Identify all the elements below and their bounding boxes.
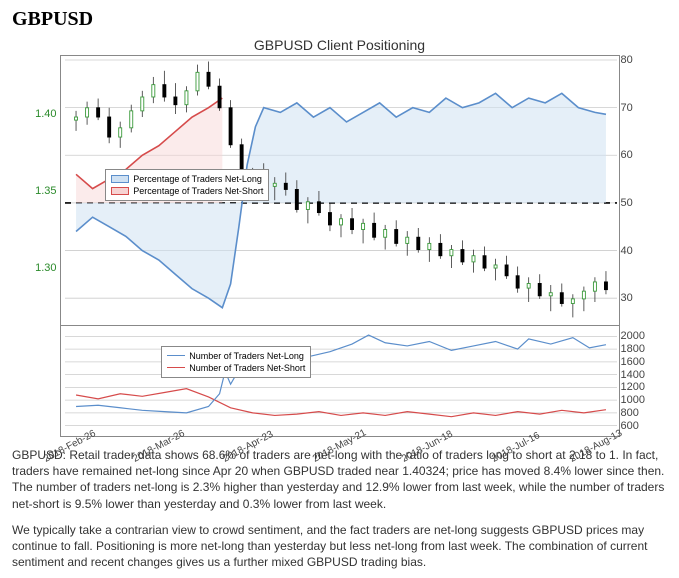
pct-tick-label: 60: [621, 149, 643, 161]
count-tick-label: 800: [621, 407, 655, 419]
chart-wrap: GBPUSD Client Positioning 1.301.351.40 3…: [60, 37, 620, 437]
count-tick-label: 1000: [621, 394, 655, 406]
legend-label: Percentage of Traders Net-Short: [133, 185, 263, 197]
pct-tick-label: 70: [621, 102, 643, 114]
chart-area: 1.301.351.40 304050607080 Percentage of …: [60, 55, 620, 437]
count-tick-label: 2000: [621, 330, 655, 342]
count-tick-label: 1400: [621, 369, 655, 381]
legend-label: Percentage of Traders Net-Long: [133, 173, 262, 185]
count-tick-label: 1200: [621, 381, 655, 393]
pct-tick-label: 50: [621, 197, 643, 209]
price-tick-label: 1.30: [27, 262, 57, 274]
chart-title: GBPUSD Client Positioning: [60, 37, 620, 53]
price-tick-label: 1.40: [27, 108, 57, 120]
sub-panel: 600800100012001400160018002000 Number of…: [61, 326, 619, 436]
legend-swatch: [111, 187, 129, 195]
price-tick-label: 1.35: [27, 185, 57, 197]
legend-label: Number of Traders Net-Short: [189, 362, 305, 374]
sub-plot-svg: [61, 326, 621, 436]
legend-swatch: [111, 175, 129, 183]
legend-row: Percentage of Traders Net-Short: [111, 185, 263, 197]
pct-tick-label: 30: [621, 292, 643, 304]
main-panel: 1.301.351.40 304050607080 Percentage of …: [61, 56, 619, 326]
count-tick-label: 1800: [621, 343, 655, 355]
sub-legend: Number of Traders Net-LongNumber of Trad…: [161, 346, 311, 378]
legend-row: Number of Traders Net-Long: [167, 350, 305, 362]
legend-row: Number of Traders Net-Short: [167, 362, 305, 374]
count-tick-label: 600: [621, 420, 655, 432]
pct-tick-label: 40: [621, 245, 643, 257]
legend-label: Number of Traders Net-Long: [189, 350, 304, 362]
legend-line-swatch: [167, 355, 185, 356]
page-container: GBPUSD GBPUSD Client Positioning 1.301.3…: [0, 0, 679, 578]
legend-row: Percentage of Traders Net-Long: [111, 173, 263, 185]
page-title: GBPUSD: [12, 8, 667, 31]
legend-line-swatch: [167, 367, 185, 368]
count-tick-label: 1600: [621, 356, 655, 368]
main-legend: Percentage of Traders Net-LongPercentage…: [105, 169, 269, 201]
paragraph-2: We typically take a contrarian view to c…: [12, 522, 667, 571]
pct-tick-label: 80: [621, 54, 643, 66]
